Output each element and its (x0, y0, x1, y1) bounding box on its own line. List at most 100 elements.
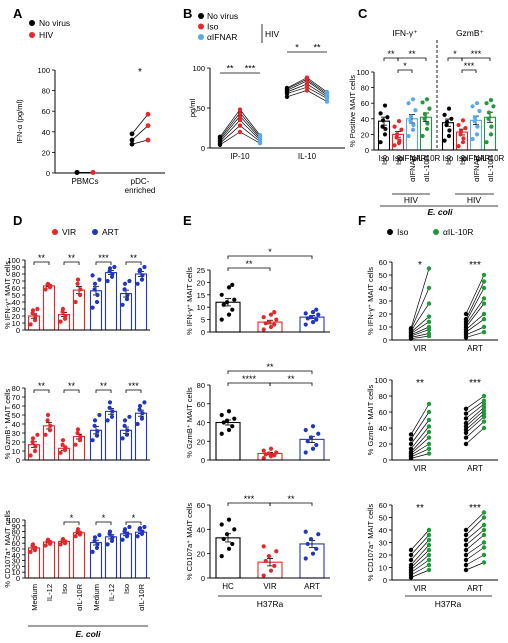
category-label: Iso (380, 155, 389, 165)
data-point (422, 116, 427, 121)
data-point (120, 302, 125, 307)
legend-swatch (387, 229, 393, 235)
data-point (481, 545, 487, 550)
data-point (444, 119, 450, 125)
pair-line (410, 268, 430, 329)
data-point (426, 417, 432, 423)
data-point (226, 409, 232, 414)
y-axis-label: % CD107a⁺ MAIT cells (3, 510, 12, 587)
data-point (420, 133, 425, 139)
sig-label: ** (68, 253, 76, 263)
data-point (458, 129, 464, 134)
data-point (463, 435, 469, 440)
data-point (58, 542, 63, 547)
data-point (28, 549, 33, 555)
category-label: VIR (413, 344, 427, 353)
data-point (95, 542, 100, 547)
data-point (396, 119, 402, 124)
sig-bracket (125, 521, 142, 525)
data-point (446, 106, 452, 111)
y-tick-label: 80 (12, 528, 20, 537)
bottom-label: E. coli (427, 207, 453, 217)
y-tick-label: 60 (361, 99, 369, 108)
data-point (94, 299, 100, 305)
data-point (97, 277, 102, 282)
pair-line (465, 303, 485, 328)
data-point (426, 429, 432, 435)
y-tick-label: 60 (42, 107, 50, 116)
data-point (481, 317, 487, 322)
data-point (426, 451, 432, 456)
bar (57, 540, 71, 579)
data-point (122, 527, 128, 532)
data-point (427, 106, 432, 111)
data-point (426, 562, 432, 568)
y-tick-label: 20 (379, 551, 387, 560)
data-point (394, 135, 399, 140)
data-point (406, 133, 411, 139)
data-point (314, 317, 319, 322)
y-tick-label: 70 (12, 277, 20, 286)
data-point (45, 537, 51, 542)
y-tick-label: 40 (379, 526, 387, 535)
sig-label: *** (245, 64, 256, 74)
y-tick-label: 10 (12, 447, 20, 456)
data-point (481, 522, 487, 528)
data-point (426, 331, 432, 336)
data-point (272, 322, 277, 327)
pair-line (410, 549, 430, 568)
data-point (73, 534, 78, 539)
category-label: Iso (379, 154, 390, 163)
y-tick-label: 0 (383, 456, 387, 465)
sig-label: * (132, 513, 136, 523)
data-point (380, 124, 385, 129)
y-axis-label: % GzmB⁺ MAIT cells (3, 389, 12, 460)
category-label: ART (304, 582, 320, 591)
y-tick-label: 60 (197, 400, 205, 409)
pair-line (465, 512, 485, 531)
data-point (92, 281, 98, 286)
data-point (408, 547, 414, 553)
legend-swatch (52, 229, 58, 235)
data-point (92, 538, 97, 543)
data-point (408, 441, 414, 447)
data-point (410, 127, 416, 132)
pair-line (465, 529, 485, 546)
data-point (230, 424, 235, 429)
data-point (92, 287, 97, 292)
y-tick-label: 20 (197, 278, 205, 287)
y-tick-label: 60 (12, 284, 20, 293)
data-point (77, 438, 83, 443)
y-tick-label: 40 (361, 115, 369, 124)
data-point (426, 441, 432, 447)
y-axis-label: % IFN-γ⁺ MAIT cells (366, 267, 375, 335)
data-point (380, 118, 386, 123)
category-label: αIL-10R (476, 154, 505, 163)
data-point (266, 319, 272, 325)
data-point (272, 563, 277, 568)
data-point (303, 529, 308, 534)
category-label: VIR (413, 584, 427, 593)
data-point (481, 560, 487, 565)
data-point (129, 141, 135, 147)
sig-label: ** (38, 381, 46, 391)
data-point (125, 428, 130, 433)
data-point (58, 450, 63, 455)
data-point (122, 423, 127, 428)
data-point (137, 407, 142, 412)
pair-line (410, 448, 430, 458)
data-point (263, 321, 268, 326)
data-point (481, 285, 487, 291)
data-point (224, 418, 230, 423)
data-point (408, 552, 414, 558)
sig-bracket (397, 69, 413, 73)
data-point (73, 299, 78, 305)
data-point (461, 136, 466, 141)
data-point (94, 433, 100, 438)
category-label: Iso (122, 584, 131, 594)
data-point (224, 532, 230, 537)
data-point (463, 430, 469, 435)
data-point (463, 311, 469, 317)
pair-line (465, 427, 485, 445)
